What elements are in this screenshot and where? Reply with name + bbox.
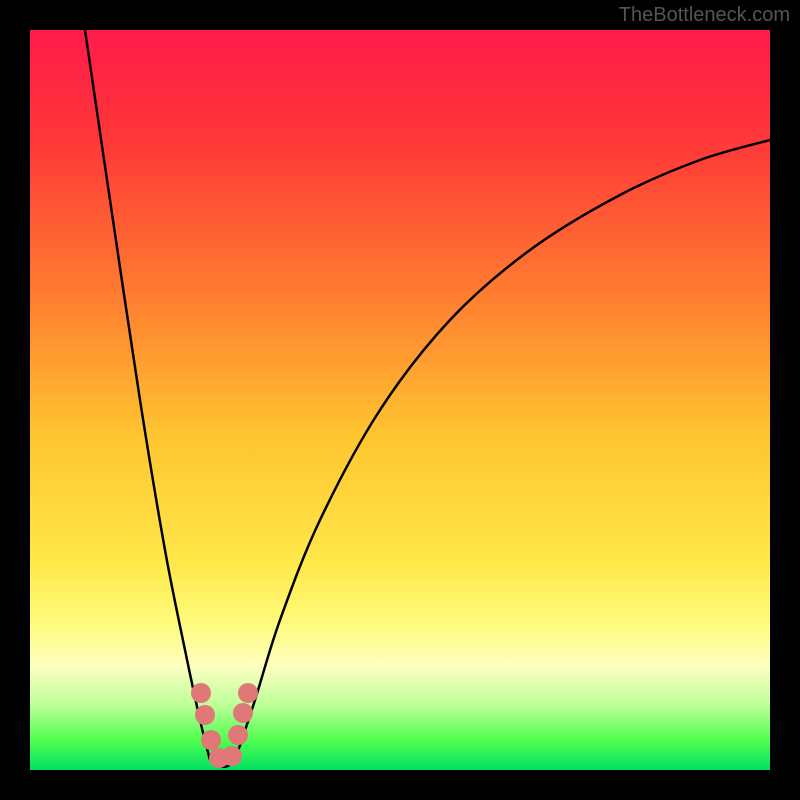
marker-dot [201, 730, 221, 750]
marker-dot [228, 725, 248, 745]
watermark-text: TheBottleneck.com [619, 4, 790, 27]
chart-svg [0, 0, 800, 800]
marker-dot [222, 746, 242, 766]
marker-dot [238, 683, 258, 703]
marker-dot [233, 703, 253, 723]
bottleneck-chart: TheBottleneck.com [0, 0, 800, 800]
marker-dot [195, 705, 215, 725]
marker-dot [191, 683, 211, 703]
